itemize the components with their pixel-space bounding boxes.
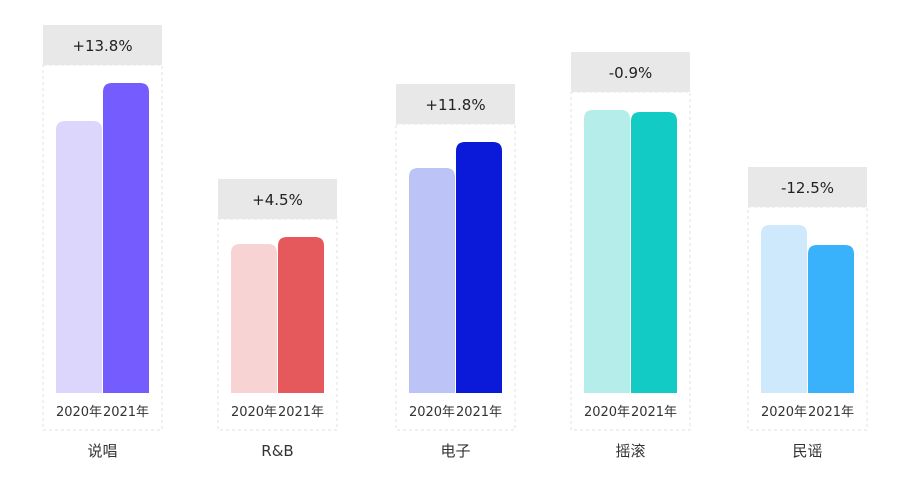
bar-2020年 — [761, 225, 807, 393]
group-outline — [570, 91, 691, 431]
year-tick-label: 2020年 — [761, 405, 807, 420]
bar-2020年 — [584, 110, 630, 393]
bar-2020年 — [409, 168, 455, 393]
year-tick-label: 2021年 — [631, 405, 677, 420]
bar-2021年 — [631, 112, 677, 393]
change-label: -0.9% — [609, 64, 653, 82]
category-label: 摇滚 — [615, 442, 645, 460]
group-outline — [747, 206, 868, 431]
year-tick-label: 2021年 — [808, 405, 854, 420]
change-label: +4.5% — [252, 191, 303, 209]
year-tick-label: 2021年 — [456, 405, 502, 420]
category-group: +4.5% 2020年 2021年 R&B — [217, 179, 338, 460]
change-header — [748, 167, 867, 207]
bar-2021年 — [808, 245, 854, 393]
change-label: -12.5% — [781, 179, 834, 197]
year-tick-label: 2020年 — [231, 405, 277, 420]
bar-2021年 — [456, 142, 502, 393]
bar-2020年 — [56, 121, 102, 393]
year-tick-label: 2020年 — [56, 405, 102, 420]
bar-2020年 — [231, 244, 277, 393]
change-header — [43, 25, 162, 65]
change-label: +11.8% — [425, 96, 485, 114]
year-tick-label: 2020年 — [584, 405, 630, 420]
bar-2021年 — [103, 83, 149, 393]
category-label: 说唱 — [87, 442, 117, 460]
group-outline — [395, 123, 516, 431]
group-outline — [217, 218, 338, 431]
category-label: 电子 — [440, 442, 470, 460]
bar-2021年 — [278, 237, 324, 393]
year-tick-label: 2021年 — [278, 405, 324, 420]
group-outline — [42, 64, 163, 431]
change-header — [396, 84, 515, 124]
year-tick-label: 2021年 — [103, 405, 149, 420]
change-label: +13.8% — [72, 37, 132, 55]
year-tick-label: 2020年 — [409, 405, 455, 420]
change-header — [218, 179, 337, 219]
category-label: R&B — [261, 442, 293, 460]
category-label: 民谣 — [792, 442, 822, 460]
change-header — [571, 52, 690, 92]
